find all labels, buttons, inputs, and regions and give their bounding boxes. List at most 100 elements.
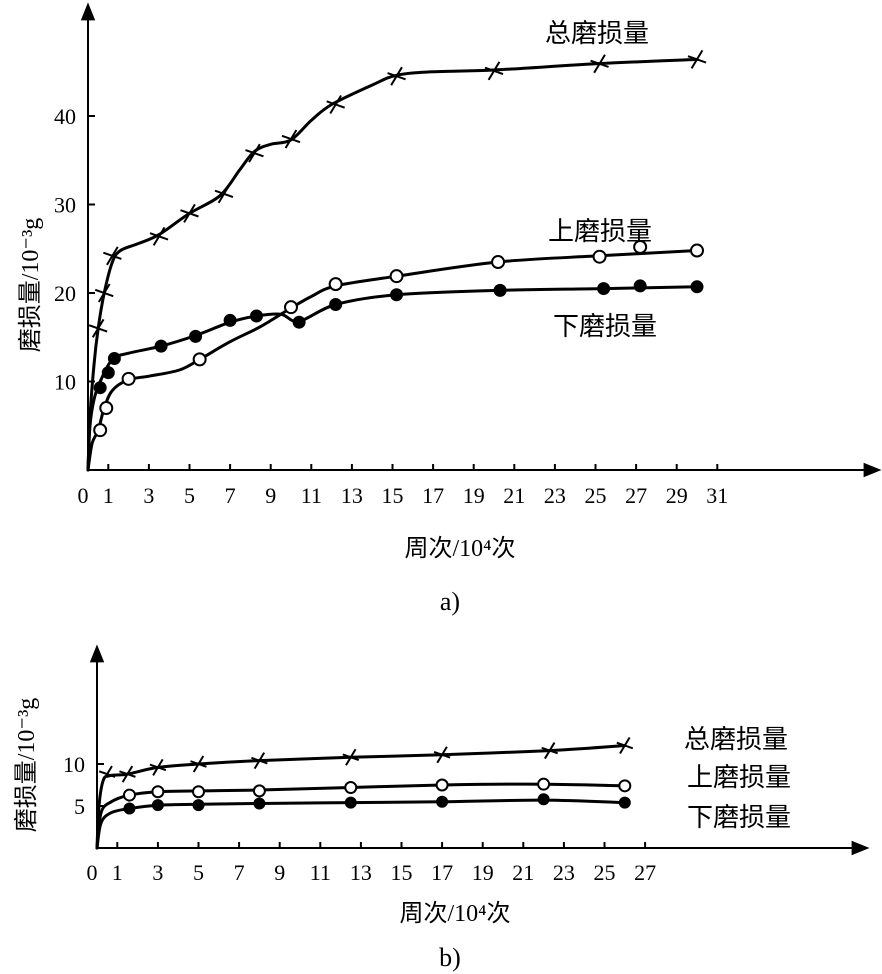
x-tick-label: 3 — [152, 860, 163, 885]
x-tick-label: 5 — [193, 860, 204, 885]
data-point-filled-circle — [436, 795, 449, 808]
chart-a-series-label-lower: 下磨损量 — [553, 312, 657, 341]
x-tick-label: 1 — [112, 860, 123, 885]
x-tick-label: 0 — [78, 483, 89, 508]
data-point-cross — [98, 765, 116, 783]
data-point-filled-circle — [154, 339, 168, 353]
x-tick-label: 11 — [310, 860, 331, 885]
x-tick-label: 15 — [391, 860, 413, 885]
x-tick-label: 7 — [234, 860, 245, 885]
data-point-open-circle — [192, 352, 207, 367]
data-point-open-circle — [122, 788, 136, 802]
data-point-cross — [616, 737, 634, 755]
x-tick-label: 31 — [706, 483, 728, 508]
x-tick-label: 23 — [553, 860, 575, 885]
chart-a-caption: a) — [440, 587, 460, 616]
x-tick-label: 3 — [143, 483, 154, 508]
chart-a-x-ticks: 0 1 3 5 7 9 11 13 15 17 19 21 23 25 27 29 31 — [78, 464, 728, 508]
data-point-open-circle — [284, 300, 298, 315]
data-point-cross — [281, 129, 301, 149]
data-point-open-circle — [252, 784, 266, 798]
chart-b-caption: b) — [439, 943, 461, 972]
x-tick-label: 25 — [585, 483, 607, 508]
data-point-open-circle — [633, 239, 648, 254]
data-point-cross — [94, 283, 114, 303]
data-point-open-circle — [192, 785, 205, 799]
y-tick-label: 10 — [54, 370, 76, 395]
chart-a-x-axis-label: 周次/10⁴次 — [404, 535, 515, 562]
x-tick-label: 19 — [463, 483, 485, 508]
series-line — [95, 798, 627, 850]
chart-a-series-label-total: 总磨损量 — [545, 19, 649, 48]
data-point-filled-circle — [493, 283, 507, 297]
data-point-cross — [88, 318, 108, 338]
chart-b-series-label-upper: 上磨损量 — [687, 763, 791, 792]
data-point-filled-circle — [537, 793, 550, 806]
data-point-filled-circle — [344, 796, 357, 809]
series-1 — [86, 239, 704, 472]
x-tick-label: 9 — [265, 483, 276, 508]
data-point-cross — [245, 143, 264, 163]
data-point-open-circle — [435, 778, 449, 792]
x-tick-label: 9 — [274, 860, 285, 885]
data-point-open-circle — [93, 423, 108, 438]
chart-b: 510 0 1 3 5 7 9 11 13 15 17 19 21 23 25 27 总磨损量 上磨损量 下… — [13, 644, 870, 972]
chart-b-x-ticks: 0 1 3 5 7 9 11 13 15 17 19 21 23 25 27 — [87, 842, 656, 885]
x-tick-label: 27 — [634, 860, 656, 885]
data-point-cross — [190, 755, 207, 773]
data-point-cross — [251, 752, 268, 770]
data-point-cross — [387, 66, 406, 86]
data-point-open-circle — [99, 401, 114, 416]
data-point-cross — [342, 748, 360, 766]
data-point-filled-circle — [189, 329, 203, 343]
data-point-cross — [687, 49, 707, 69]
x-tick-label: 25 — [594, 860, 616, 885]
x-tick-label: 5 — [184, 483, 195, 508]
data-point-filled-circle — [597, 282, 611, 296]
chart-a-y-ticks: 10 20 30 40 — [54, 104, 95, 395]
data-point-filled-circle — [390, 288, 404, 302]
data-point-cross — [180, 203, 199, 223]
data-point-cross — [149, 758, 167, 776]
data-point-filled-circle — [249, 309, 263, 323]
series-0 — [86, 49, 707, 472]
data-point-cross — [326, 94, 345, 115]
data-point-filled-circle — [618, 796, 631, 809]
series-1 — [95, 777, 632, 850]
data-point-open-circle — [328, 277, 343, 292]
series-line — [86, 57, 699, 472]
data-point-filled-circle — [633, 279, 647, 293]
y-tick-label: 30 — [54, 193, 76, 218]
y-tick-label: 20 — [54, 281, 76, 306]
data-point-open-circle — [537, 777, 551, 791]
x-tick-label: 23 — [544, 483, 566, 508]
data-point-open-circle — [592, 249, 607, 264]
data-point-filled-circle — [223, 313, 237, 327]
data-point-filled-circle — [192, 799, 205, 812]
data-point-open-circle — [389, 269, 404, 284]
chart-a-series — [86, 49, 707, 472]
series-2 — [95, 793, 631, 850]
data-point-filled-circle — [151, 799, 164, 812]
data-point-open-circle — [618, 779, 632, 793]
data-point-cross — [214, 184, 234, 204]
x-tick-label: 7 — [225, 483, 236, 508]
data-point-open-circle — [491, 255, 506, 270]
data-point-cross — [484, 61, 504, 81]
data-point-cross — [103, 246, 122, 266]
data-point-cross — [590, 54, 609, 74]
data-point-cross — [433, 746, 451, 764]
data-point-filled-circle — [123, 802, 136, 815]
series-0 — [95, 737, 634, 850]
chart-b-series — [95, 737, 634, 850]
data-point-open-circle — [690, 243, 704, 258]
x-tick-label: 1 — [103, 483, 114, 508]
x-tick-label: 11 — [301, 483, 322, 508]
x-tick-label: 17 — [422, 483, 444, 508]
x-tick-label: 21 — [512, 860, 534, 885]
chart-b-series-label-total: 总磨损量 — [684, 725, 788, 754]
chart-a-y-axis-label: 磨损量/10⁻³g — [17, 218, 44, 353]
x-tick-label: 21 — [503, 483, 525, 508]
chart-b-y-ticks: 5 10 — [63, 752, 104, 819]
series-line — [95, 782, 627, 850]
